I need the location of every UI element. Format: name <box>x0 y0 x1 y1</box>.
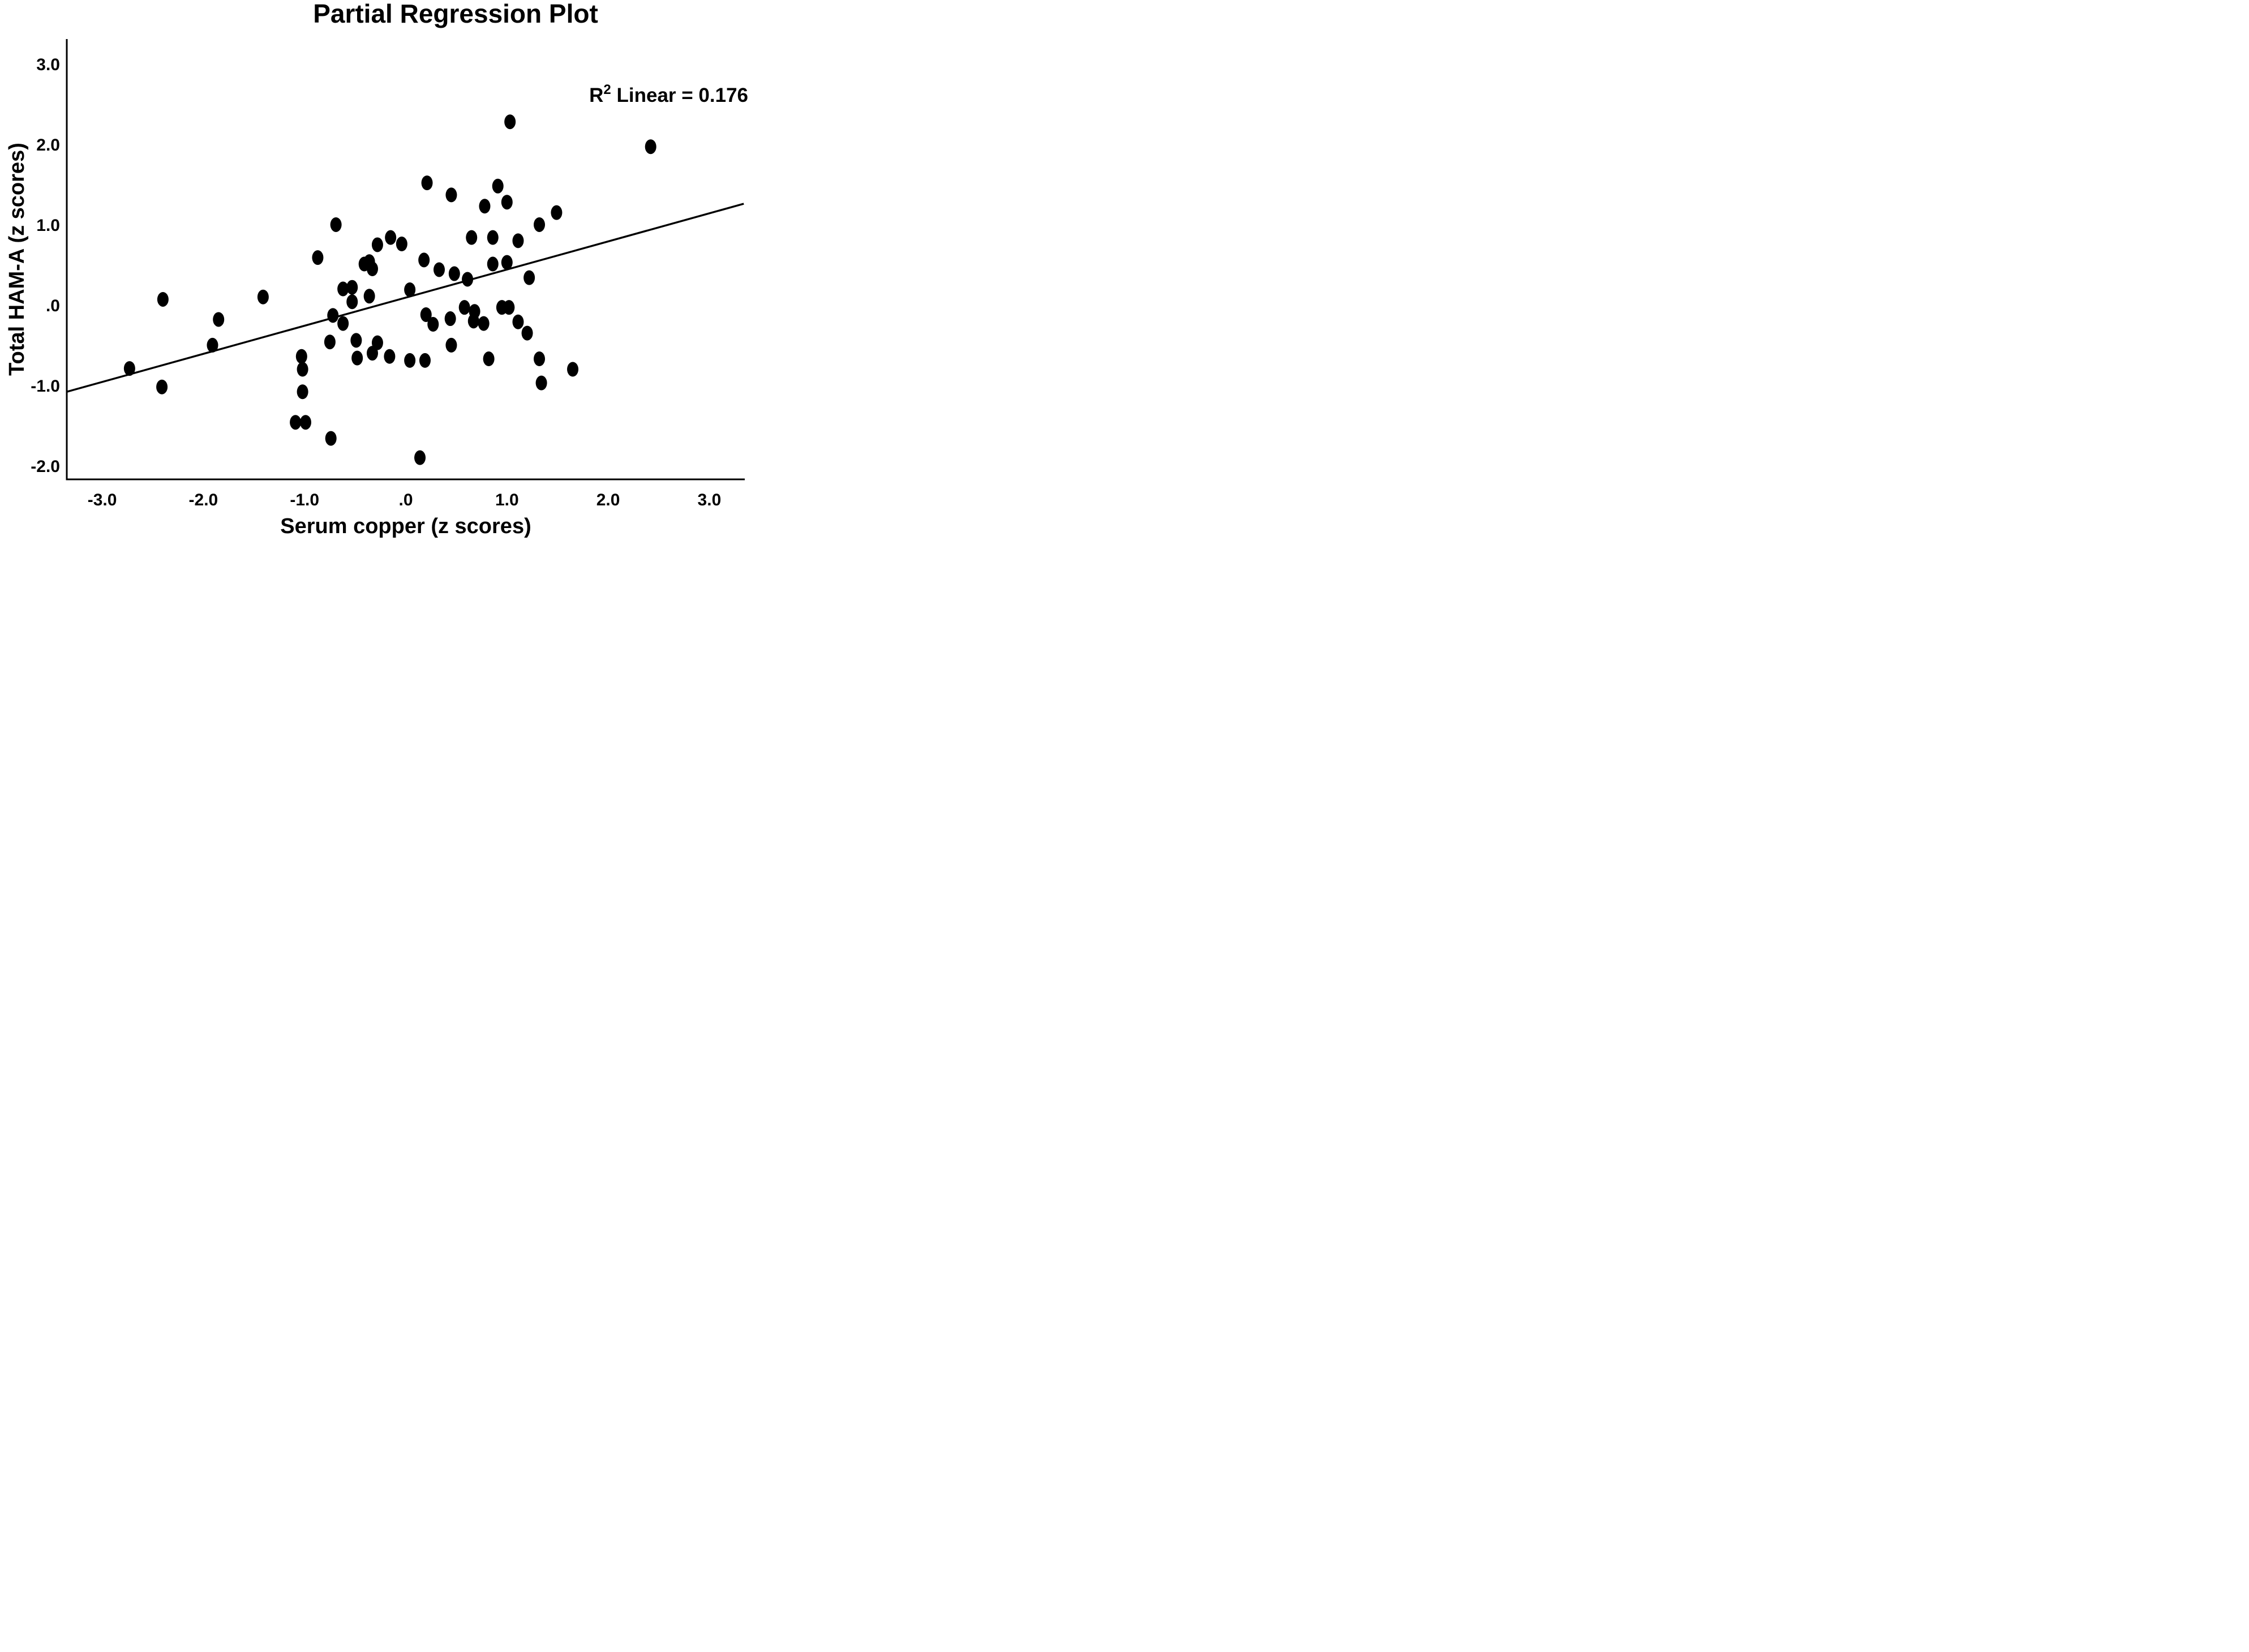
data-point <box>325 431 337 446</box>
x-tick-labels: -3.0 -2.0 -1.0 .0 1.0 2.0 3.0 <box>88 491 722 509</box>
data-point <box>207 337 218 353</box>
data-point <box>478 316 490 331</box>
data-point <box>297 362 308 377</box>
data-point <box>337 316 349 331</box>
x-tick-label: 2.0 <box>596 491 620 509</box>
data-point <box>404 353 416 368</box>
data-point <box>462 272 474 287</box>
x-tick-label: .0 <box>398 491 413 509</box>
data-point <box>479 199 491 214</box>
data-points <box>123 114 656 465</box>
data-point <box>299 415 311 430</box>
data-point <box>257 289 269 304</box>
data-point <box>414 450 426 465</box>
data-point <box>523 270 535 285</box>
data-point <box>551 205 563 220</box>
data-point <box>483 351 495 367</box>
data-point <box>534 217 546 232</box>
data-point <box>366 261 378 277</box>
data-point <box>324 334 336 350</box>
scatter-plot: Partial Regression Plot R2 Linear = 0.17… <box>5 0 748 538</box>
r-squared-annotation: R2 Linear = 0.176 <box>589 82 748 106</box>
data-point <box>504 114 516 130</box>
data-point <box>535 375 547 391</box>
data-point <box>396 237 407 252</box>
data-point <box>445 187 457 203</box>
data-point <box>404 282 416 297</box>
data-point <box>512 233 524 248</box>
data-point <box>346 280 358 295</box>
data-point <box>366 346 378 361</box>
y-axis-title: Total HAM-A (z scores) <box>5 143 29 376</box>
data-point <box>567 362 579 377</box>
data-point <box>297 384 308 400</box>
data-point <box>487 230 499 245</box>
data-point <box>492 178 504 194</box>
x-tick-label: 3.0 <box>698 491 722 509</box>
y-tick-label: .0 <box>46 297 60 315</box>
data-point <box>312 250 324 265</box>
data-point <box>371 335 383 350</box>
x-tick-label: 1.0 <box>495 491 519 509</box>
data-point <box>458 300 470 315</box>
data-point <box>467 314 479 329</box>
data-point <box>419 353 431 368</box>
y-tick-label: -2.0 <box>31 457 60 476</box>
data-point <box>420 307 432 322</box>
data-point <box>290 415 302 430</box>
figure-canvas: Partial Regression Plot R2 Linear = 0.17… <box>0 0 750 551</box>
data-point <box>421 175 433 191</box>
data-point <box>337 281 349 297</box>
data-point <box>384 349 396 364</box>
data-point <box>330 217 342 232</box>
regression-line <box>66 203 744 393</box>
x-tick-label: -3.0 <box>88 491 117 509</box>
data-point <box>351 350 363 366</box>
y-tick-label: 2.0 <box>36 136 60 155</box>
data-point <box>503 300 515 315</box>
data-point <box>445 337 457 353</box>
data-point <box>295 349 307 364</box>
data-point <box>371 237 383 252</box>
data-point <box>427 316 439 332</box>
data-point <box>213 312 225 327</box>
data-point <box>512 314 524 329</box>
x-axis-title: Serum copper (z scores) <box>280 514 531 538</box>
x-tick-label: -2.0 <box>189 491 218 509</box>
data-point <box>501 255 513 270</box>
r2-base: R <box>589 84 603 106</box>
data-point <box>466 230 478 245</box>
x-tick-label: -1.0 <box>290 491 319 509</box>
data-point <box>444 311 456 327</box>
data-point <box>448 266 460 281</box>
r2-superscript: 2 <box>603 82 611 97</box>
data-point <box>327 308 339 323</box>
data-point <box>501 195 513 210</box>
data-point <box>363 289 375 304</box>
y-tick-label: -1.0 <box>31 377 60 396</box>
data-point <box>434 262 445 277</box>
y-tick-labels: 3.0 2.0 1.0 .0 -1.0 -2.0 <box>31 55 60 476</box>
data-point <box>418 252 430 268</box>
y-tick-label: 1.0 <box>36 216 60 235</box>
r2-rest: Linear = 0.176 <box>611 84 748 106</box>
data-point <box>385 230 397 245</box>
y-tick-label: 3.0 <box>36 55 60 74</box>
chart-title: Partial Regression Plot <box>313 0 598 28</box>
data-point <box>350 333 362 348</box>
data-point <box>123 361 135 376</box>
data-point <box>534 351 546 367</box>
data-point <box>521 325 533 341</box>
data-point <box>645 139 656 155</box>
data-point <box>156 379 168 394</box>
data-point <box>346 294 358 310</box>
data-point <box>487 256 499 272</box>
data-point <box>157 291 169 307</box>
